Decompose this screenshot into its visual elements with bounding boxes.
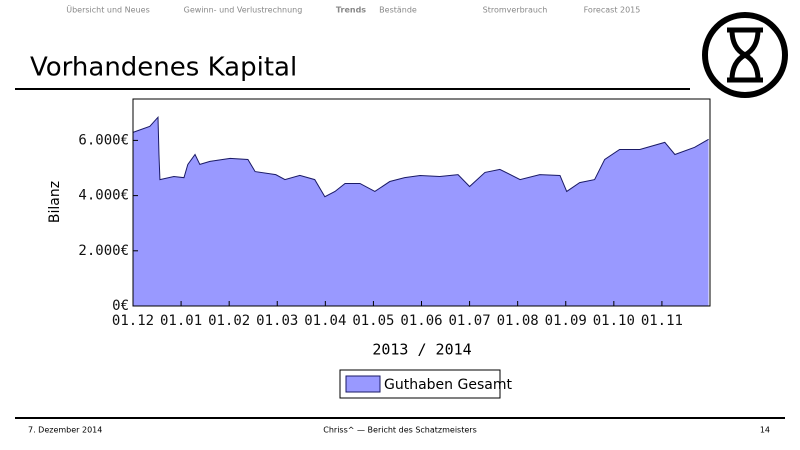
y-tick-label: 4.000€ — [78, 188, 129, 204]
y-tick-label: 2.000€ — [78, 243, 129, 259]
x-tick-label: 01.06 — [400, 313, 442, 329]
x-tick-label: 01.01 — [160, 313, 202, 329]
x-tick-label: 01.08 — [497, 313, 539, 329]
footer-page: 14 — [760, 426, 770, 435]
footer-author: Chriss^ — Bericht des Schatzmeisters — [323, 426, 476, 435]
footer-date: 7. Dezember 2014 — [28, 426, 102, 435]
area — [133, 117, 709, 306]
x-tick-label: 01.04 — [304, 313, 346, 329]
legend-swatch — [345, 375, 381, 393]
legend-box — [339, 369, 501, 399]
nav-item[interactable]: Übersicht und Neues — [66, 5, 150, 15]
x-tick-label: 01.05 — [352, 313, 394, 329]
x-tick-label: 01.09 — [545, 313, 587, 329]
nav-item[interactable]: Bestände — [379, 6, 417, 15]
x-tick-label: 01.12 — [112, 313, 154, 329]
legend-label: Guthaben Gesamt — [384, 377, 512, 393]
y-tick-label: 0€ — [112, 298, 129, 314]
nav-item[interactable]: Forecast 2015 — [584, 6, 641, 15]
y-axis-label: Bilanz — [47, 181, 63, 223]
nav-item[interactable]: Trends — [336, 6, 366, 15]
x-axis-label: 2013 / 2014 — [372, 341, 471, 359]
slide-title: Vorhandenes Kapital — [30, 53, 297, 83]
y-tick-label: 6.000€ — [78, 132, 129, 148]
x-tick-label: 01.03 — [256, 313, 298, 329]
x-tick-label: 01.07 — [449, 313, 491, 329]
x-tick-label: 01.02 — [208, 313, 250, 329]
x-tick-label: 01.11 — [641, 313, 683, 329]
nav-item[interactable]: Stromverbrauch — [483, 6, 548, 15]
x-tick-label: 01.10 — [593, 313, 635, 329]
logo — [702, 12, 788, 98]
nav-item[interactable]: Gewinn- und Verlustrechnung — [184, 6, 303, 15]
area-line — [132, 115, 709, 198]
